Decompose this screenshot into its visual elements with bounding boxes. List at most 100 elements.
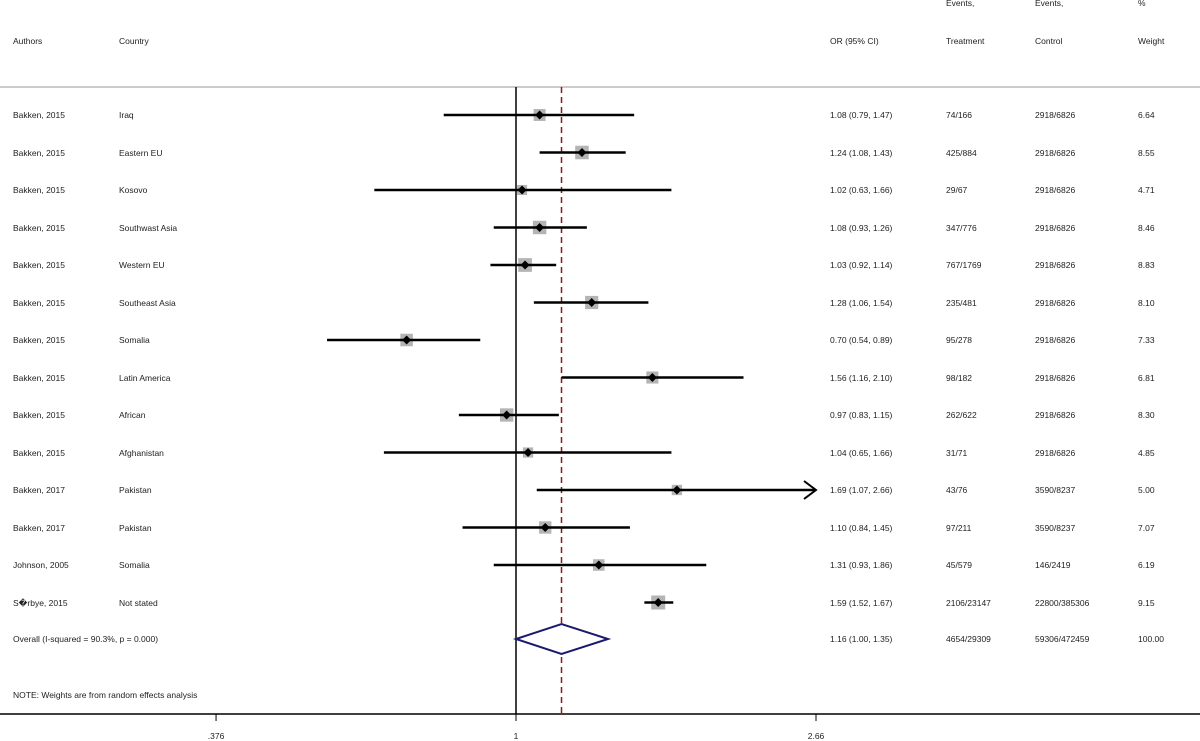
study-country: Iraq [119,110,134,120]
study-country: Not stated [119,597,158,608]
study-author: Bakken, 2015 [13,410,65,420]
study-author: Bakken, 2015 [13,260,65,270]
overall-diamond [512,622,612,656]
study-country: Somalia [119,560,150,570]
study-events-treatment: 97/211 [946,522,972,533]
study-events-control: 146/2419 [1035,560,1071,570]
study-weight: 6.19 [1138,560,1155,570]
study-events-control: 2918/6826 [1035,410,1076,420]
study-author: S�rbye, 2015 [13,597,68,608]
point-estimate [653,598,663,607]
study-or-ci: 1.31 (0.93, 1.86) [830,560,893,570]
header-weight-top: % [1138,0,1146,8]
point-estimate [577,148,587,157]
study-events-control: 2918/6826 [1035,222,1076,233]
study-or-ci: 1.02 (0.63, 1.66) [830,185,893,195]
overall-label: Overall (I-squared = 90.3%, p = 0.000) [13,634,159,644]
study-or-ci: 1.10 (0.84, 1.45) [830,522,893,533]
header-events-treatment-top: Events, [946,0,975,8]
study-or-ci: 1.03 (0.92, 1.14) [830,260,893,270]
header-events-treatment-bottom: Treatment [946,36,985,46]
study-events-treatment: 347/776 [946,222,977,233]
point-estimate [672,485,682,495]
point-estimate [523,448,533,457]
study-events-treatment: 74/166 [946,110,972,120]
study-author: Bakken, 2015 [13,110,65,120]
study-or-ci: 1.08 (0.79, 1.47) [830,110,893,120]
study-country: Latin America [119,372,171,383]
point-estimate [535,223,545,232]
study-author: Bakken, 2015 [13,185,65,195]
study-events-control: 2918/6826 [1035,335,1076,345]
study-weight: 4.71 [1138,185,1155,195]
study-country: Pakistan [119,485,152,495]
study-events-control: 2918/6826 [1035,110,1076,120]
study-events-control: 2918/6826 [1035,185,1076,195]
study-weight: 8.30 [1138,410,1155,420]
study-country: Afghanistan [119,447,164,458]
study-events-treatment: 31/71 [946,447,968,458]
study-or-ci: 1.04 (0.65, 1.66) [830,447,893,458]
study-weight: 8.46 [1138,222,1155,233]
study-country: African [119,410,146,420]
study-weight: 9.15 [1138,597,1155,608]
point-estimate [647,373,657,382]
overall-treatment: 4654/29309 [946,634,991,644]
study-weight: 5.00 [1138,485,1155,495]
study-country: Somalia [119,335,150,345]
study-events-control: 2918/6826 [1035,260,1076,270]
point-estimate [540,523,550,532]
x-tick-label: .376 [207,731,225,741]
study-events-control: 2918/6826 [1035,297,1076,308]
ci-arrow [803,480,818,500]
study-events-control: 3590/8237 [1035,485,1076,495]
study-author: Bakken, 2015 [13,372,65,383]
study-country: Western EU [119,260,165,270]
study-weight: 8.10 [1138,297,1155,308]
x-tick-label: 1 [513,731,519,741]
study-country: Southwast Asia [119,222,178,233]
study-author: Bakken, 2015 [13,335,65,345]
study-events-treatment: 95/278 [946,335,972,345]
study-author: Bakken, 2015 [13,222,65,233]
study-or-ci: 1.56 (1.16, 2.10) [830,372,893,383]
study-events-control: 3590/8237 [1035,522,1076,533]
overall-ci-text: 1.16 (1.00, 1.35) [830,634,893,644]
study-country: Pakistan [119,522,152,533]
point-estimate [517,185,527,195]
point-estimate [402,335,412,345]
study-events-treatment: 235/481 [946,297,977,308]
study-events-control: 2918/6826 [1035,447,1076,458]
study-events-control: 22800/385306 [1035,597,1090,608]
point-estimate [520,260,530,270]
header-or-ci: OR (95% CI) [830,36,879,46]
study-weight: 6.64 [1138,110,1155,120]
study-or-ci: 1.28 (1.06, 1.54) [830,297,893,308]
study-author: Bakken, 2017 [13,485,65,495]
study-weight: 4.85 [1138,447,1155,458]
study-author: Johnson, 2005 [13,560,69,570]
header-authors: Authors [13,36,43,46]
study-events-treatment: 98/182 [946,372,972,383]
study-or-ci: 1.59 (1.52, 1.67) [830,597,893,608]
study-weight: 7.33 [1138,335,1155,345]
study-author: Bakken, 2015 [13,297,65,308]
x-tick-label: 2.66 [807,731,825,741]
study-or-ci: 1.08 (0.93, 1.26) [830,222,893,233]
point-estimate [587,298,597,307]
study-events-treatment: 2106/23147 [946,597,991,608]
header-weight-bottom: Weight [1138,36,1165,46]
study-author: Bakken, 2015 [13,447,65,458]
header-country: Country [119,36,149,46]
study-country: Kosovo [119,185,148,195]
study-or-ci: 1.69 (1.07, 2.66) [830,485,893,495]
point-estimate [594,560,604,570]
study-weight: 7.07 [1138,522,1155,533]
study-events-treatment: 262/622 [946,410,977,420]
study-or-ci: 0.70 (0.54, 0.89) [830,335,893,345]
study-weight: 8.83 [1138,260,1155,270]
point-estimate [502,410,512,420]
study-events-treatment: 45/579 [946,560,972,570]
study-or-ci: 1.24 (1.08, 1.43) [830,147,893,158]
